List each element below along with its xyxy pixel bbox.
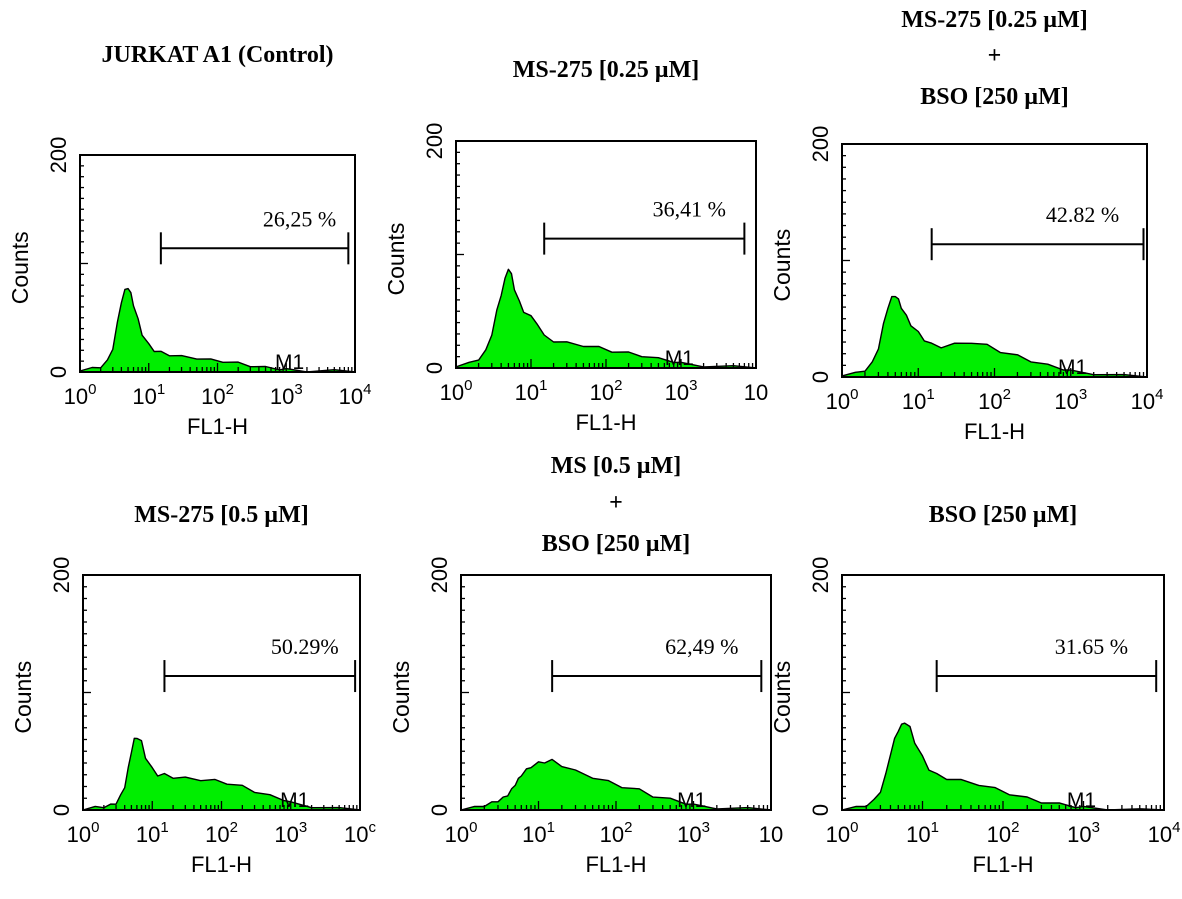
x-tick-label: 103 <box>270 381 303 409</box>
panel-title-line: MS-275 [0.5 µM] <box>134 502 308 528</box>
y-tick-label: 200 <box>46 137 71 174</box>
histogram-panel-4: MS-275 [0.5 µM] 0 200 Counts 100 101 102 103 10c… <box>10 502 376 877</box>
x-axis-label: FL1-H <box>585 852 646 877</box>
x-tick-label: 101 <box>136 819 169 847</box>
x-tick-label: 100 <box>445 819 478 847</box>
x-tick-label: 100 <box>826 819 859 847</box>
panel-title-line: + <box>609 490 623 516</box>
gate-marker-label: M1 <box>280 789 309 812</box>
x-tick-label: 100 <box>67 819 100 847</box>
y-tick-label: 0 <box>49 804 74 816</box>
gate-percent-label: 50.29% <box>271 634 339 659</box>
y-tick-label: 0 <box>427 804 452 816</box>
x-tick-label: 10 <box>759 822 783 847</box>
plot-frame <box>82 574 361 811</box>
gate-marker-label: M1 <box>665 347 694 370</box>
y-axis-label: Counts <box>10 661 36 734</box>
histogram-area <box>79 287 356 373</box>
gate-marker-label: M1 <box>677 789 706 812</box>
histogram-panel-1: JURKAT A1 (Control) 0 200 Counts 100 101 102 10… <box>7 42 371 439</box>
y-axis-label: Counts <box>769 661 795 734</box>
gate-percent-label: 26,25 % <box>263 206 336 231</box>
x-tick-label: 102 <box>978 386 1011 414</box>
histogram-area <box>82 737 361 811</box>
histogram-panel-3: MS-275 [0.25 µM] + BSO [250 µM] 0 200 Counts 1… <box>769 7 1163 444</box>
y-axis-label: Counts <box>7 231 33 304</box>
x-tick-label: 10c <box>344 819 376 847</box>
panel-title-line: MS [0.5 µM] <box>551 453 681 479</box>
y-tick-label: 0 <box>808 371 833 383</box>
panel-title-line: BSO [250 µM] <box>920 84 1069 110</box>
y-tick-label: 200 <box>49 557 74 594</box>
x-axis-label: FL1-H <box>187 414 248 439</box>
histogram-area <box>841 295 1148 378</box>
histogram-area <box>841 722 1165 811</box>
y-tick-label: 0 <box>422 362 447 374</box>
histogram-panel-2: MS-275 [0.25 µM] 0 200 Counts 100 101 102 103 10… <box>383 57 768 435</box>
x-tick-label: 101 <box>902 386 935 414</box>
x-tick-label: 100 <box>440 377 473 405</box>
panel-title-line: BSO [250 µM] <box>542 531 691 557</box>
plot-frame <box>460 574 772 811</box>
x-tick-label: 104 <box>339 381 372 409</box>
x-axis-label: FL1-H <box>191 852 252 877</box>
y-tick-label: 200 <box>422 123 447 160</box>
x-tick-label: 102 <box>987 819 1020 847</box>
x-tick-label: 100 <box>64 381 97 409</box>
y-tick-label: 200 <box>808 126 833 163</box>
x-tick-label: 101 <box>132 381 165 409</box>
gate-percent-label: 36,41 % <box>653 197 726 222</box>
x-axis-label: FL1-H <box>575 410 636 435</box>
y-axis-label: Counts <box>383 223 409 296</box>
y-tick-label: 200 <box>427 557 452 594</box>
x-tick-label: 102 <box>590 377 623 405</box>
y-tick-label: 0 <box>46 366 71 378</box>
histogram-area <box>455 268 757 369</box>
x-tick-label: 103 <box>665 377 698 405</box>
x-tick-label: 104 <box>1148 819 1181 847</box>
x-axis-label: FL1-H <box>972 852 1033 877</box>
panel-title-line: MS-275 [0.25 µM] <box>513 57 699 83</box>
x-tick-label: 101 <box>906 819 939 847</box>
gate-marker-label: M1 <box>275 351 304 374</box>
x-tick-label: 102 <box>201 381 234 409</box>
x-tick-label: 104 <box>1131 386 1164 414</box>
x-tick-label: 102 <box>600 819 633 847</box>
x-tick-label: 103 <box>274 819 307 847</box>
y-axis-label: Counts <box>388 661 414 734</box>
x-tick-label: 101 <box>515 377 548 405</box>
panel-title-line: BSO [250 µM] <box>929 502 1078 528</box>
y-tick-label: 0 <box>808 804 833 816</box>
x-tick-label: 101 <box>522 819 555 847</box>
x-axis-label: FL1-H <box>964 419 1025 444</box>
x-tick-label: 102 <box>205 819 238 847</box>
panel-title-line: JURKAT A1 (Control) <box>101 42 333 68</box>
panel-title-line: + <box>988 43 1002 69</box>
gate-percent-label: 42.82 % <box>1046 202 1119 227</box>
gate-marker-label: M1 <box>1058 356 1087 379</box>
gate-marker-label: M1 <box>1067 789 1096 812</box>
panel-title-line: MS-275 [0.25 µM] <box>901 7 1087 33</box>
x-tick-label: 103 <box>677 819 710 847</box>
y-axis-label: Counts <box>769 229 795 302</box>
x-tick-label: 10 <box>744 380 768 405</box>
y-tick-label: 200 <box>808 557 833 594</box>
x-tick-label: 103 <box>1054 386 1087 414</box>
x-tick-label: 100 <box>826 386 859 414</box>
x-tick-label: 103 <box>1067 819 1100 847</box>
gate-percent-label: 31.65 % <box>1055 634 1128 659</box>
histogram-panel-6: BSO [250 µM] 0 200 Counts 100 101 102 103 104 FL1… <box>769 502 1180 877</box>
histogram-area <box>460 758 772 811</box>
gate-percent-label: 62,49 % <box>665 634 738 659</box>
